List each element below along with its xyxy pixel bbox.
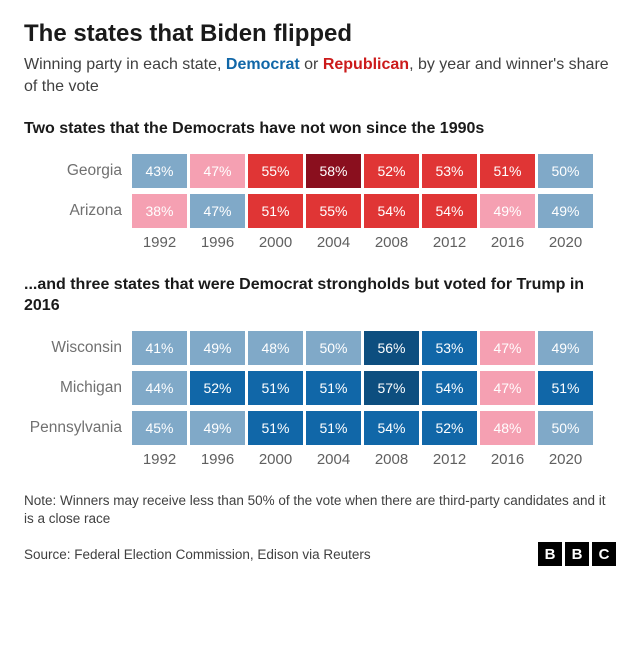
year-label: 2008 bbox=[364, 451, 419, 468]
year-axis-2: 19921996200020042008201220162020 bbox=[132, 451, 616, 468]
vote-cell: 56% bbox=[364, 331, 419, 365]
vote-cell: 50% bbox=[538, 154, 593, 188]
year-label: 2020 bbox=[538, 234, 593, 251]
state-row: Wisconsin41%49%48%50%56%53%47%49% bbox=[24, 331, 616, 365]
year-label: 1996 bbox=[190, 234, 245, 251]
vote-cell: 47% bbox=[480, 331, 535, 365]
year-label: 2000 bbox=[248, 451, 303, 468]
year-axis-1: 19921996200020042008201220162020 bbox=[132, 234, 616, 251]
year-label: 2020 bbox=[538, 451, 593, 468]
state-cells: 44%52%51%51%57%54%47%51% bbox=[132, 371, 593, 405]
year-label: 2016 bbox=[480, 451, 535, 468]
vote-cell: 45% bbox=[132, 411, 187, 445]
state-row: Michigan44%52%51%51%57%54%47%51% bbox=[24, 371, 616, 405]
vote-cell: 55% bbox=[306, 194, 361, 228]
group2-grid: Wisconsin41%49%48%50%56%53%47%49%Michiga… bbox=[24, 331, 616, 445]
year-label: 2008 bbox=[364, 234, 419, 251]
vote-cell: 52% bbox=[190, 371, 245, 405]
chart-title: The states that Biden flipped bbox=[24, 20, 616, 48]
state-label: Wisconsin bbox=[24, 339, 132, 357]
vote-cell: 50% bbox=[306, 331, 361, 365]
vote-cell: 49% bbox=[538, 331, 593, 365]
vote-cell: 53% bbox=[422, 331, 477, 365]
year-label: 2016 bbox=[480, 234, 535, 251]
state-label: Pennsylvania bbox=[24, 419, 132, 437]
bbc-logo: BBC bbox=[538, 542, 616, 566]
vote-cell: 48% bbox=[480, 411, 535, 445]
chart-subtitle: Winning party in each state, Democrat or… bbox=[24, 54, 616, 97]
vote-cell: 49% bbox=[538, 194, 593, 228]
republican-label: Republican bbox=[323, 56, 409, 73]
bbc-letter: B bbox=[565, 542, 589, 566]
vote-cell: 51% bbox=[538, 371, 593, 405]
chart-footer: Source: Federal Election Commission, Edi… bbox=[24, 542, 616, 566]
bbc-letter: B bbox=[538, 542, 562, 566]
state-cells: 45%49%51%51%54%52%48%50% bbox=[132, 411, 593, 445]
vote-cell: 50% bbox=[538, 411, 593, 445]
vote-cell: 47% bbox=[480, 371, 535, 405]
vote-cell: 38% bbox=[132, 194, 187, 228]
vote-cell: 57% bbox=[364, 371, 419, 405]
vote-cell: 54% bbox=[364, 194, 419, 228]
year-label: 2004 bbox=[306, 451, 361, 468]
vote-cell: 49% bbox=[480, 194, 535, 228]
vote-cell: 47% bbox=[190, 154, 245, 188]
vote-cell: 49% bbox=[190, 331, 245, 365]
vote-cell: 54% bbox=[364, 411, 419, 445]
democrat-label: Democrat bbox=[226, 56, 300, 73]
year-label: 2012 bbox=[422, 451, 477, 468]
bbc-letter: C bbox=[592, 542, 616, 566]
vote-cell: 51% bbox=[248, 411, 303, 445]
group1-heading: Two states that the Democrats have not w… bbox=[24, 119, 616, 140]
vote-cell: 47% bbox=[190, 194, 245, 228]
year-label: 2000 bbox=[248, 234, 303, 251]
vote-cell: 43% bbox=[132, 154, 187, 188]
state-label: Michigan bbox=[24, 379, 132, 397]
year-label: 2012 bbox=[422, 234, 477, 251]
vote-cell: 52% bbox=[422, 411, 477, 445]
vote-cell: 44% bbox=[132, 371, 187, 405]
vote-cell: 55% bbox=[248, 154, 303, 188]
vote-cell: 51% bbox=[480, 154, 535, 188]
subtitle-text: Winning party in each state, bbox=[24, 56, 226, 73]
group1-grid: Georgia43%47%55%58%52%53%51%50%Arizona38… bbox=[24, 154, 616, 228]
year-label: 1992 bbox=[132, 451, 187, 468]
vote-cell: 51% bbox=[306, 371, 361, 405]
state-cells: 38%47%51%55%54%54%49%49% bbox=[132, 194, 593, 228]
group2-heading: ...and three states that were Democrat s… bbox=[24, 275, 616, 317]
vote-cell: 54% bbox=[422, 371, 477, 405]
state-row: Arizona38%47%51%55%54%54%49%49% bbox=[24, 194, 616, 228]
vote-cell: 51% bbox=[248, 194, 303, 228]
subtitle-text: or bbox=[300, 56, 323, 73]
vote-cell: 51% bbox=[306, 411, 361, 445]
vote-cell: 48% bbox=[248, 331, 303, 365]
chart-note: Note: Winners may receive less than 50% … bbox=[24, 492, 616, 528]
vote-cell: 41% bbox=[132, 331, 187, 365]
vote-cell: 51% bbox=[248, 371, 303, 405]
state-label: Georgia bbox=[24, 162, 132, 180]
vote-cell: 54% bbox=[422, 194, 477, 228]
state-cells: 41%49%48%50%56%53%47%49% bbox=[132, 331, 593, 365]
state-row: Pennsylvania45%49%51%51%54%52%48%50% bbox=[24, 411, 616, 445]
vote-cell: 49% bbox=[190, 411, 245, 445]
year-label: 1996 bbox=[190, 451, 245, 468]
vote-cell: 53% bbox=[422, 154, 477, 188]
state-label: Arizona bbox=[24, 202, 132, 220]
vote-cell: 58% bbox=[306, 154, 361, 188]
year-label: 2004 bbox=[306, 234, 361, 251]
state-cells: 43%47%55%58%52%53%51%50% bbox=[132, 154, 593, 188]
state-row: Georgia43%47%55%58%52%53%51%50% bbox=[24, 154, 616, 188]
vote-cell: 52% bbox=[364, 154, 419, 188]
source-text: Source: Federal Election Commission, Edi… bbox=[24, 547, 371, 562]
year-label: 1992 bbox=[132, 234, 187, 251]
